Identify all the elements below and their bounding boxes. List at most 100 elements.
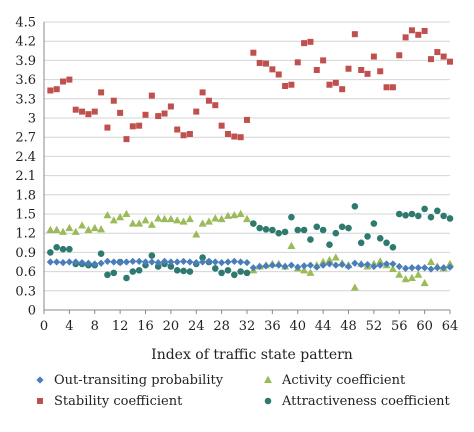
data-point [154,263,162,270]
data-point [237,268,244,275]
data-point [307,236,314,243]
data-point [389,84,396,91]
data-point [79,108,86,115]
data-point [357,260,365,269]
x-tick-label: 60 [416,319,433,334]
data-point [109,216,118,224]
data-point [306,268,315,276]
data-point [218,259,226,267]
data-point [237,258,245,266]
x-tick-label: 12 [112,319,129,334]
data-point [186,131,193,137]
legend-swatch [36,376,44,384]
data-point [288,81,295,88]
legend-label: Out-transiting probability [54,373,224,388]
data-point [427,265,435,273]
series-1 [47,27,453,143]
data-point [186,268,194,275]
data-point [256,59,263,66]
data-point [320,57,327,64]
data-point [135,267,143,274]
data-point [193,108,200,115]
legend-swatch [264,397,272,405]
y-tick-label: 0.6 [15,265,36,280]
y-tick-label: 4.2 [15,35,36,50]
y-tick-label: 0.9 [15,246,36,261]
data-point [199,89,206,96]
data-point [161,110,168,117]
data-point [231,271,238,279]
data-point [128,219,137,227]
data-point [78,259,86,267]
data-point [376,261,384,269]
data-point [433,264,441,272]
data-point [78,221,87,229]
data-point [46,225,55,233]
data-point [408,264,416,272]
data-point [47,249,54,256]
data-point [256,262,264,271]
data-point [90,223,99,232]
data-point [97,250,105,257]
y-tick-label: 1.2 [15,227,36,242]
data-point [104,271,111,279]
x-tick-label: 0 [40,319,48,334]
data-point [269,226,276,234]
x-tick-label: 36 [264,319,281,334]
data-point [47,87,54,94]
data-point [275,261,283,269]
data-point [370,53,377,60]
data-point [85,111,92,118]
data-point [395,262,403,271]
data-point [129,268,137,275]
data-point [395,270,404,278]
data-point [65,223,74,232]
x-tick-label: 8 [91,319,99,334]
data-point [427,213,435,221]
x-tick-label: 28 [213,319,230,334]
data-point [344,262,353,271]
data-point [148,92,155,99]
data-point [166,214,175,223]
data-point [364,233,371,240]
data-point [141,258,150,266]
data-point [72,258,80,266]
data-point [230,257,238,265]
data-point [59,227,68,235]
data-point [388,264,397,273]
data-point [364,70,371,77]
data-point [421,27,428,34]
data-point [244,116,250,123]
data-point [123,274,130,282]
data-point [288,213,295,221]
data-point [199,254,206,261]
data-point [294,263,302,271]
data-point [407,273,416,281]
data-point [370,262,378,271]
data-point [345,224,352,232]
data-point [204,217,213,225]
data-point [148,258,156,266]
data-point [205,97,212,104]
data-point [218,122,225,129]
x-tick-labels: 0 4 8 12 16 20 24 28 32 36 40 44 48 52 56 60 64 [40,319,458,334]
data-point [414,270,423,278]
data-point [185,214,194,223]
data-point [281,262,289,271]
data-point [180,267,187,275]
data-point [129,257,137,265]
data-point [446,263,454,271]
y-tick-label: 3 [28,112,36,127]
series-0 [46,257,454,273]
data-point [97,225,106,233]
data-point [129,123,136,130]
data-point [300,262,308,270]
data-point [110,269,118,277]
data-point [59,245,67,253]
data-point [300,266,309,274]
data-point [395,210,403,218]
y-tick-label: 0.3 [15,284,36,299]
data-point [142,111,149,118]
data-point [205,257,213,265]
